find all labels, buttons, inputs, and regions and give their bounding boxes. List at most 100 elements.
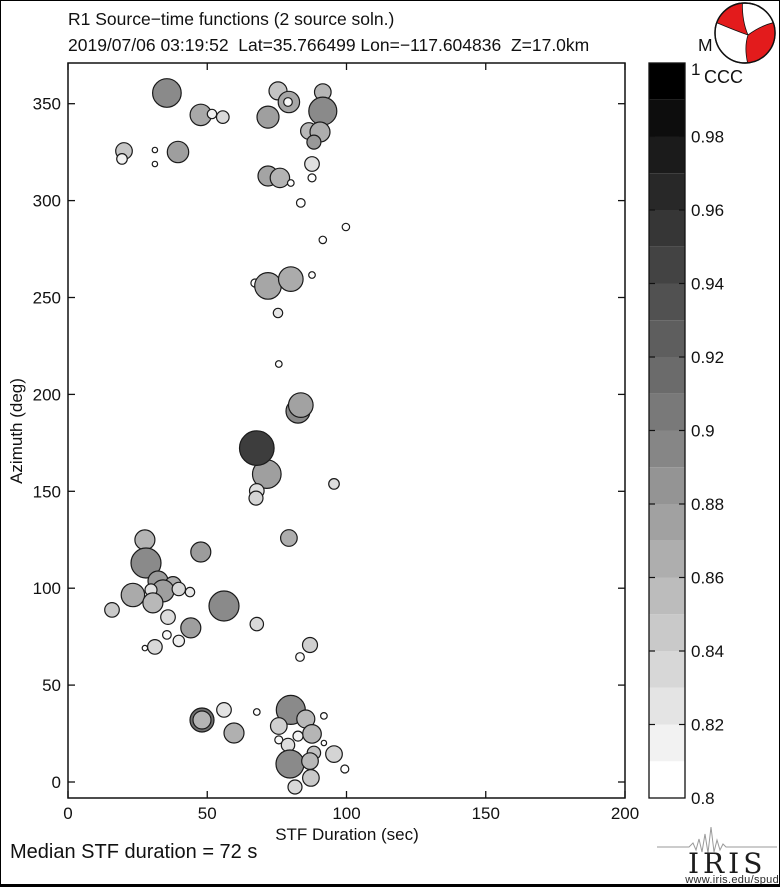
colorbar-tick-label: 0.84 bbox=[691, 642, 724, 661]
data-point bbox=[206, 108, 218, 120]
data-point bbox=[308, 271, 316, 279]
x-tick-labels: 0 50 100 150 200 bbox=[63, 804, 639, 823]
colorbar-tick-label: 0.88 bbox=[691, 495, 724, 514]
data-point bbox=[160, 609, 176, 625]
data-point bbox=[275, 749, 305, 779]
data-point bbox=[320, 739, 328, 747]
data-point bbox=[302, 724, 322, 744]
y-axis-label: Azimuth (deg) bbox=[7, 378, 26, 484]
axis-ticks bbox=[67, 63, 626, 798]
colorbar-segment bbox=[649, 246, 685, 284]
data-point bbox=[295, 197, 306, 208]
iris-logo-text: IRIS bbox=[688, 847, 766, 880]
data-point bbox=[151, 146, 159, 154]
y-tick-label: 300 bbox=[33, 192, 61, 211]
data-point bbox=[208, 590, 240, 622]
colorbar-tick-label: 0.82 bbox=[691, 716, 724, 735]
data-point bbox=[172, 634, 186, 648]
colorbar-segment bbox=[649, 320, 685, 357]
data-point bbox=[302, 769, 320, 787]
seismogram-squiggle-icon bbox=[657, 826, 777, 854]
data-point bbox=[274, 360, 283, 368]
colorbar-segment bbox=[649, 99, 685, 137]
colorbar-tick-label: 0.94 bbox=[691, 275, 724, 294]
colorbar-segment bbox=[649, 540, 685, 578]
data-point bbox=[130, 547, 162, 579]
data-point bbox=[277, 266, 304, 293]
colorbar-segment bbox=[649, 761, 685, 798]
colorbar-segment bbox=[649, 210, 685, 247]
data-point bbox=[269, 167, 291, 189]
colorbar-segment bbox=[649, 467, 685, 504]
data-point bbox=[287, 779, 303, 795]
data-point bbox=[295, 652, 305, 662]
data-point bbox=[252, 708, 261, 716]
colorbar-segment bbox=[649, 430, 685, 468]
chart-subtitle: 2019/07/06 03:19:52 Lat=35.766499 Lon=−1… bbox=[68, 35, 589, 55]
data-point bbox=[283, 97, 293, 107]
data-point bbox=[120, 582, 146, 608]
colorbar bbox=[649, 63, 685, 798]
colorbar-segment bbox=[649, 173, 685, 210]
x-axis-label: STF Duration (sec) bbox=[275, 825, 419, 844]
colorbar-segment bbox=[649, 63, 685, 100]
data-point bbox=[151, 78, 182, 108]
colorbar-segment bbox=[649, 393, 685, 431]
data-point bbox=[287, 392, 314, 419]
iris-logo-url: www.iris.edu/spud bbox=[684, 874, 779, 884]
data-point bbox=[304, 156, 320, 172]
data-point bbox=[141, 644, 149, 652]
data-point bbox=[249, 616, 265, 632]
data-point bbox=[184, 586, 196, 598]
colorbar-tick-label: 0.86 bbox=[691, 569, 724, 588]
data-point bbox=[104, 602, 120, 618]
data-point bbox=[180, 617, 202, 639]
colorbar-tick-label: 0.96 bbox=[691, 201, 724, 220]
data-point bbox=[116, 152, 128, 165]
x-tick-label: 150 bbox=[472, 804, 500, 823]
colorbar-segment bbox=[649, 504, 685, 541]
colorbar-segment bbox=[649, 357, 685, 394]
colorbar-segment bbox=[649, 687, 685, 725]
data-point bbox=[216, 702, 232, 718]
x-tick-label: 200 bbox=[611, 804, 639, 823]
median-duration-annotation: Median STF duration = 72 s bbox=[10, 841, 257, 863]
data-points bbox=[104, 78, 351, 795]
focal-mechanism-beachball-icon bbox=[714, 2, 776, 64]
y-tick-labels: 0 50 100 150 200 250 300 350 bbox=[33, 95, 61, 792]
data-point bbox=[248, 490, 264, 506]
data-point bbox=[256, 105, 280, 129]
colorbar-segment bbox=[649, 614, 685, 651]
data-point bbox=[301, 752, 319, 770]
chart-title: R1 Source−time functions (2 source soln.… bbox=[68, 9, 394, 29]
colorbar-tick-label: 0.98 bbox=[691, 128, 724, 147]
data-point bbox=[238, 430, 275, 467]
y-tick-label: 50 bbox=[42, 676, 61, 695]
colorbar-title: CCC bbox=[704, 67, 743, 87]
data-point bbox=[190, 541, 212, 563]
data-point bbox=[142, 592, 164, 614]
y-tick-label: 250 bbox=[33, 289, 61, 308]
colorbar-segment bbox=[649, 283, 685, 321]
colorbar-tick-label: 1 bbox=[691, 60, 700, 79]
data-point bbox=[307, 173, 317, 183]
data-point bbox=[272, 307, 284, 319]
colorbar-segment bbox=[649, 136, 685, 174]
data-point bbox=[308, 96, 338, 126]
colorbar-tick-labels: 1 0.98 0.96 0.94 0.92 0.9 0.88 0.86 0.84 0.82 0.8 bbox=[649, 60, 724, 808]
plot-area bbox=[67, 62, 626, 799]
data-point bbox=[146, 639, 163, 655]
x-tick-label: 100 bbox=[332, 804, 360, 823]
data-point bbox=[341, 222, 351, 232]
colorbar-tick-label: 0.8 bbox=[691, 789, 715, 808]
data-point bbox=[171, 581, 187, 597]
data-point bbox=[328, 478, 340, 490]
iris-logo: IRIS www.iris.edu/spud bbox=[657, 826, 779, 884]
data-point bbox=[134, 529, 156, 551]
data-point bbox=[166, 140, 190, 164]
data-point bbox=[151, 160, 159, 168]
x-tick-label: 0 bbox=[63, 804, 72, 823]
data-point bbox=[254, 272, 282, 300]
x-tick-label: 50 bbox=[198, 804, 217, 823]
